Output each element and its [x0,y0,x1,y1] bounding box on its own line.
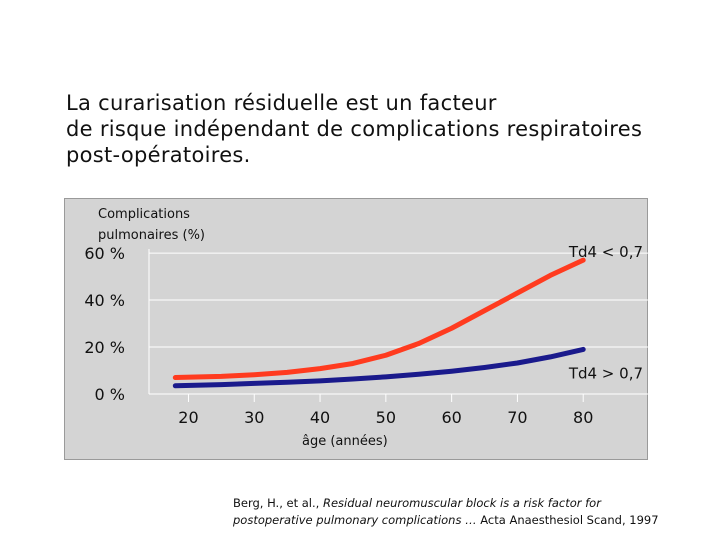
citation: Berg, H., et al., Residual neuromuscular… [233,495,713,529]
x-tick-label: 70 [507,408,527,427]
x-tick-label: 30 [244,408,264,427]
slide-headline: La curarisation résiduelle est un facteu… [66,90,706,168]
x-tick-label: 40 [310,408,330,427]
y-axis-label-line-1: Complications [98,207,190,222]
headline-line-2: de risque indépendant de complications r… [66,117,643,141]
axes [148,249,649,402]
x-axis-label: âge (années) [302,434,388,449]
series-label-2: Td4 > 0,7 [568,364,643,382]
x-tick-label: 60 [441,408,461,427]
citation-journal: Acta Anaesthesiol Scand, 1997 [480,513,659,527]
series-line-1 [172,257,586,381]
citation-title-1: Residual neuromuscular block is a risk f… [322,496,601,510]
citation-title-2: postoperative pulmonary complications … [233,513,481,527]
x-tick-label: 50 [376,408,396,427]
series-lines [172,257,586,389]
citation-line-2: postoperative pulmonary complications … … [233,512,713,529]
y-tick-label: 40 % [84,291,125,310]
x-tick-label: 80 [573,408,593,427]
y-tick-label: 60 % [84,244,125,263]
y-axis-label-line-2: pulmonaires (%) [98,228,205,243]
line-chart: Complications pulmonaires (%) 0 % 20 % 40 … [84,207,649,449]
chart-panel: Complications pulmonaires (%) 0 % 20 % 40 … [64,198,649,460]
series-label-1: Td4 < 0,7 [568,243,643,261]
headline-line-3: post-opératoires. [66,143,251,167]
headline-line-1: La curarisation résiduelle est un facteu… [66,91,497,115]
citation-author: Berg, H., et al., [233,496,323,510]
tick-labels: 0 % 20 % 40 % 60 % 20 30 40 50 60 70 80 Td4 < 0,7 Td… [84,243,643,427]
y-tick-label: 0 % [95,385,125,404]
series-line-2 [172,346,586,389]
y-tick-label: 20 % [84,338,125,357]
x-tick-label: 20 [178,408,198,427]
citation-line-1: Berg, H., et al., Residual neuromuscular… [233,495,713,512]
